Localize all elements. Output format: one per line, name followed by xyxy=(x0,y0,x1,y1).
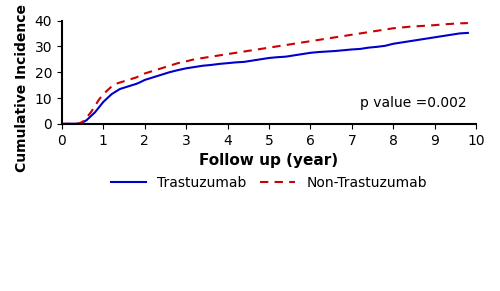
Non-Trastuzumab xyxy=(324,37,330,40)
Legend: Trastuzumab, Non-Trastuzumab: Trastuzumab, Non-Trastuzumab xyxy=(106,170,432,195)
Trastuzumab xyxy=(465,31,471,35)
Non-Trastuzumab xyxy=(134,76,140,79)
Trastuzumab xyxy=(59,122,65,126)
Non-Trastuzumab xyxy=(59,122,65,126)
Non-Trastuzumab xyxy=(80,120,86,124)
Text: p value =0.002: p value =0.002 xyxy=(360,96,467,110)
Trastuzumab xyxy=(134,82,140,86)
Trastuzumab xyxy=(324,50,330,53)
Line: Non-Trastuzumab: Non-Trastuzumab xyxy=(62,23,468,124)
Line: Trastuzumab: Trastuzumab xyxy=(62,33,468,124)
Trastuzumab xyxy=(84,118,90,122)
Non-Trastuzumab xyxy=(200,56,206,60)
Non-Trastuzumab xyxy=(465,21,471,25)
Trastuzumab xyxy=(200,64,206,68)
Trastuzumab xyxy=(80,121,86,124)
Non-Trastuzumab xyxy=(316,38,322,42)
Y-axis label: Cumulative Incidence (%): Cumulative Incidence (%) xyxy=(15,0,29,172)
Trastuzumab xyxy=(316,50,322,54)
X-axis label: Follow up (year): Follow up (year) xyxy=(200,153,338,168)
Non-Trastuzumab xyxy=(84,116,90,119)
